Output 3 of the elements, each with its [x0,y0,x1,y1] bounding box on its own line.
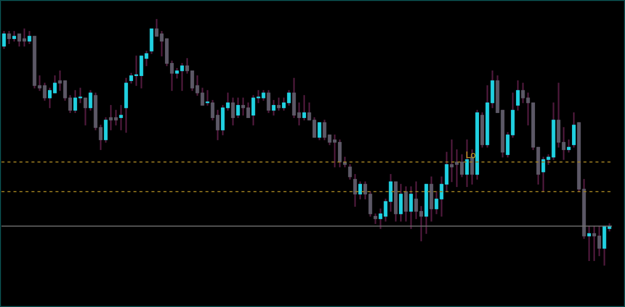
ref-line-label: Lo [465,150,476,161]
candlestick [206,90,210,106]
candlestick [119,104,123,130]
